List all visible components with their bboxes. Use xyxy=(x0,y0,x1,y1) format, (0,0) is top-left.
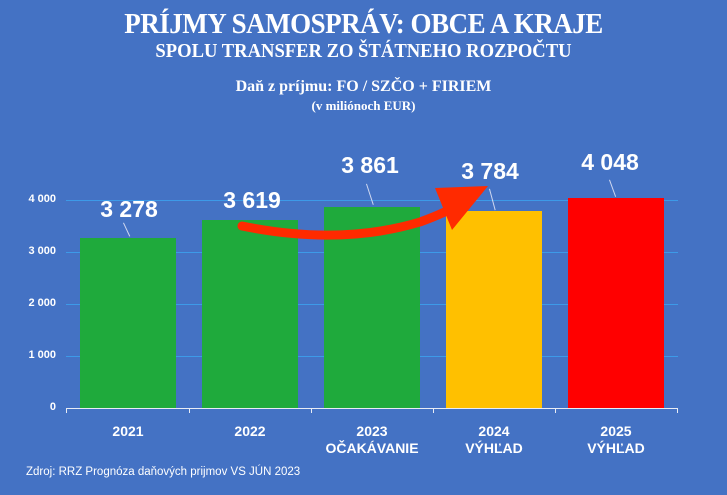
x-label-year: 2021 xyxy=(112,423,144,439)
x-label-note: OČAKÁVANIE xyxy=(325,440,419,456)
value-label-2022: 3 619 xyxy=(223,187,281,213)
chart-title: PRÍJMY SAMOSPRÁV: OBCE A KRAJE xyxy=(124,8,603,40)
x-label-note: VÝHĽAD xyxy=(465,440,523,456)
leader-line-2025 xyxy=(609,179,617,197)
x-label-year: 2024 xyxy=(478,423,510,439)
x-label-year: 2023 xyxy=(356,423,388,439)
x-axis-tick xyxy=(66,408,67,413)
x-label-2021: 2021 xyxy=(67,423,189,440)
y-tick-4000: 4 000 xyxy=(28,193,56,205)
x-axis-tick xyxy=(555,408,556,413)
bar-2023 xyxy=(324,207,420,408)
x-label-note: VÝHĽAD xyxy=(587,440,645,456)
x-axis-tick xyxy=(311,408,312,413)
value-label-2023: 3 861 xyxy=(341,152,399,178)
bar-2024 xyxy=(446,211,542,408)
x-axis-tick xyxy=(433,408,434,413)
bar-2025 xyxy=(568,198,664,408)
x-axis-tick xyxy=(677,408,678,413)
x-axis-line xyxy=(66,408,678,409)
value-label-2021: 3 278 xyxy=(100,196,158,222)
value-label-2025: 4 048 xyxy=(581,149,639,175)
x-label-2024: 2024 VÝHĽAD xyxy=(433,423,555,457)
y-tick-3000: 3 000 xyxy=(28,245,56,257)
x-label-2025: 2025 VÝHĽAD xyxy=(555,423,677,457)
y-tick-0: 0 xyxy=(49,401,56,413)
bar-2022 xyxy=(202,220,298,408)
leader-line-2021 xyxy=(123,222,131,237)
x-axis-tick xyxy=(189,408,190,413)
x-label-2023: 2023 OČAKÁVANIE xyxy=(311,423,433,457)
x-label-year: 2025 xyxy=(600,423,632,439)
bar-2021 xyxy=(80,238,176,408)
chart-subtitle: SPOLU TRANSFER ZO ŠTÁTNEHO ROZPOČTU xyxy=(155,40,572,62)
y-tick-2000: 2 000 xyxy=(28,297,56,309)
x-label-year: 2022 xyxy=(234,423,266,439)
tax-description: Daň z príjmu: FO / SZČO + FIRIEM xyxy=(235,78,492,95)
source-note: Zdroj: RRZ Prognóza daňových prijmov VS … xyxy=(26,466,301,478)
leader-line-2023 xyxy=(366,183,374,205)
value-label-2024: 3 784 xyxy=(461,158,519,184)
x-label-2022: 2022 xyxy=(189,423,311,440)
y-tick-1000: 1 000 xyxy=(28,349,56,361)
units-label: (v miliónoch EUR) xyxy=(311,98,416,113)
